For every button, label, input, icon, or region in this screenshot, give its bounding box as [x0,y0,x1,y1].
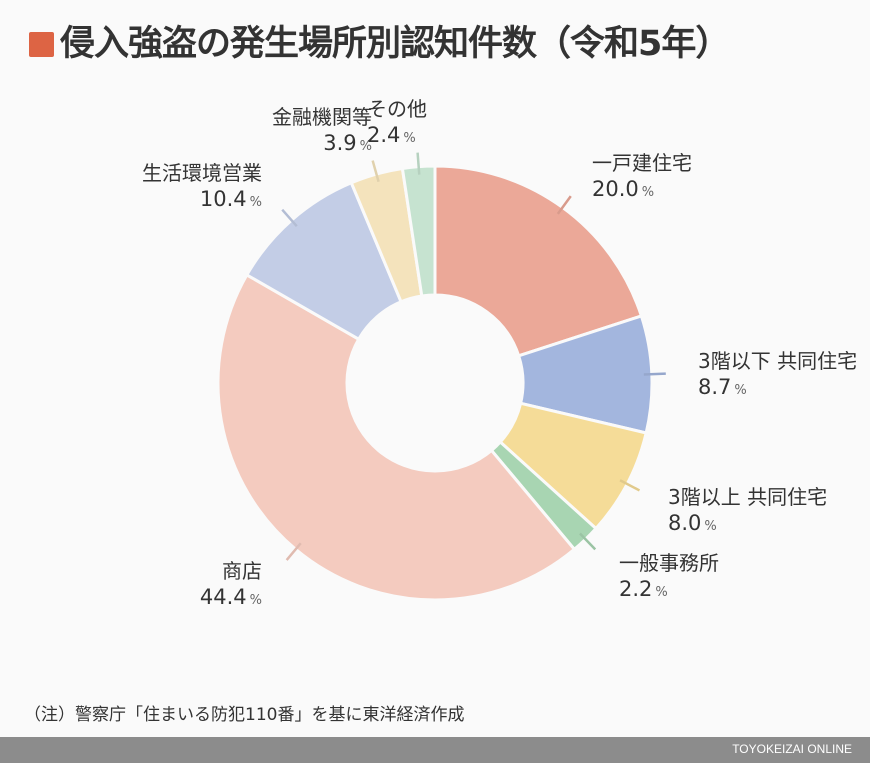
label-detached-house: 一戸建住宅 20.0% [592,151,692,201]
label-service-business: 生活環境営業 10.4% [142,161,262,211]
donut-slice [433,164,644,358]
leader-line [619,479,641,492]
donut-slice [400,164,437,298]
leader-line [416,152,421,175]
leader-line [579,532,597,551]
donut-slices [216,164,654,602]
label-financial: 金融機関等 3.9% [272,105,372,155]
title-marker [29,31,54,57]
leader-line [285,542,302,561]
source-note: （注）警察庁「住まいる防犯110番」を基に東洋経済作成 [24,705,465,725]
donut-slice [216,272,577,602]
leader-line [556,195,572,215]
label-office: 一般事務所 2.2% [619,551,719,601]
chart-title: 侵入強盗の発生場所別認知件数（令和5年） [60,24,730,64]
label-high-rise-apartment: 3階以上 共同住宅 8.0% [668,485,828,535]
label-shop: 商店 44.4% [199,559,262,609]
leader-line [281,208,298,228]
chart-title-block: 侵入強盗の発生場所別認知件数（令和5年） [29,22,730,66]
leader-lines [281,152,666,561]
label-low-rise-apartment: 3階以下 共同住宅 8.7% [698,349,858,399]
leader-line [643,372,666,376]
footer-bar: TOYOKEIZAI ONLINE [0,737,870,763]
brand-label: TOYOKEIZAI ONLINE [732,742,852,756]
leader-line [371,160,380,183]
label-other: その他 2.4% [367,97,427,147]
